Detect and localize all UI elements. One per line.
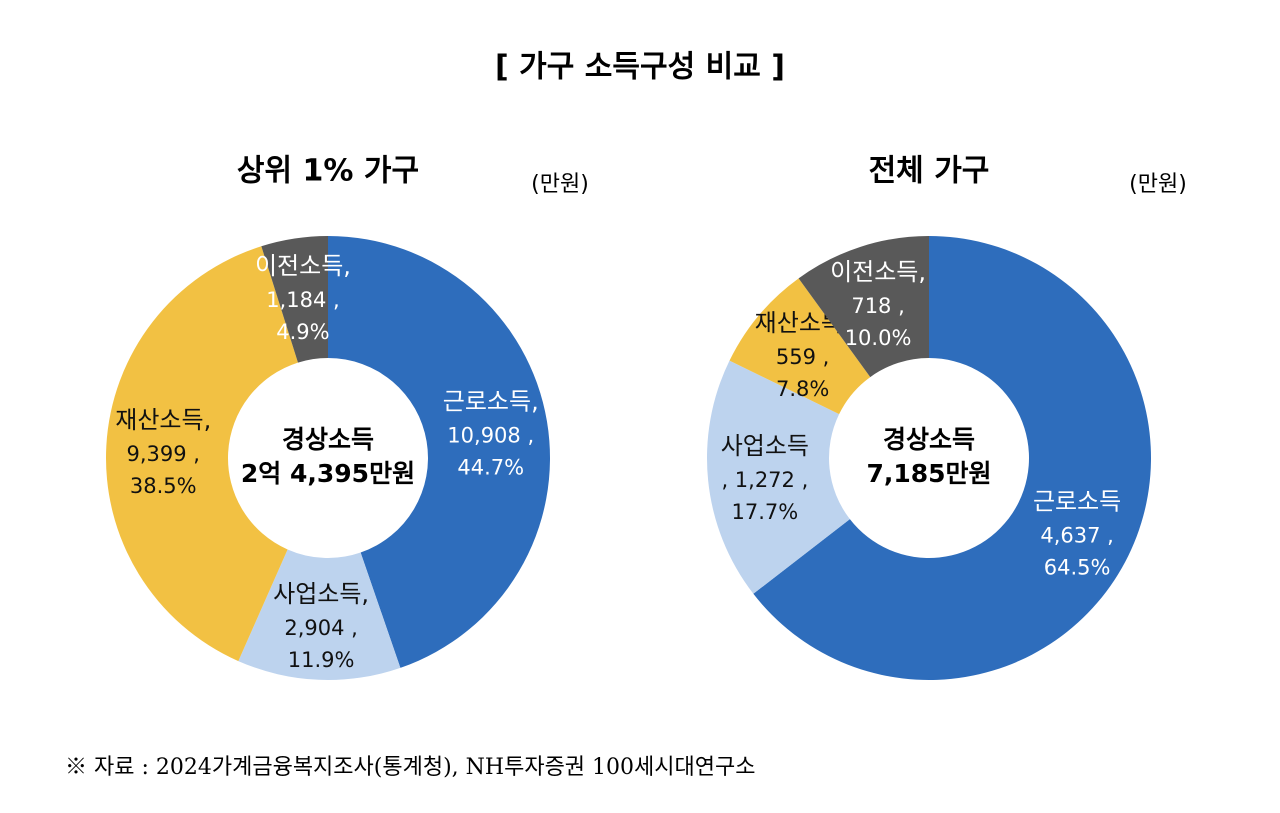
slice-value: 559 , (776, 345, 829, 369)
chart-title: 상위 1% 가구 (237, 154, 419, 189)
donut-slice (753, 236, 1151, 680)
slice-value: 9,399 , (127, 442, 200, 466)
center-label: 경상소득 (282, 425, 374, 454)
slice-value: , 1,272 , (721, 468, 808, 492)
slice-percent: 11.9% (288, 648, 355, 672)
slice-category: 이전소득, (255, 252, 351, 280)
donut-slice (106, 246, 298, 662)
donut-slice (238, 549, 401, 681)
slice-percent: 64.5% (1044, 556, 1111, 580)
donut-slice (729, 278, 871, 415)
page-title: [ 가구 소득구성 비교 ] (495, 50, 785, 85)
center-label: 7,185만원 (866, 459, 991, 488)
slice-category: 사업소득, (273, 580, 369, 608)
slice-value: 2,904 , (284, 616, 357, 640)
slice-percent: 44.7% (457, 456, 524, 480)
slice-value: 10,908 , (447, 424, 534, 448)
slice-category: 재산소득, (115, 406, 211, 434)
unit-label: (만원) (531, 172, 589, 197)
slice-category: 근로소득, (443, 388, 539, 416)
slice-value: 4,637 , (1040, 524, 1113, 548)
slice-value: 1,184 , (266, 288, 339, 312)
center-label: 2억 4,395만원 (241, 459, 415, 488)
donut-slice (328, 236, 550, 668)
donut-slice (261, 236, 328, 363)
slice-percent: 10.0% (845, 326, 912, 350)
donut-slice (707, 360, 850, 594)
source-note: ※ 자료 : 2024가계금융복지조사(통계청), NH투자증권 100세시대연… (65, 755, 755, 780)
unit-label: (만원) (1129, 172, 1187, 197)
slice-category: 사업소득 (721, 432, 809, 460)
donut-slice (798, 236, 929, 378)
chart-title: 전체 가구 (869, 154, 990, 189)
slice-category: 이전소득, (830, 258, 926, 286)
slice-percent: 17.7% (731, 500, 798, 524)
slice-percent: 4.9% (276, 320, 329, 344)
slice-percent: 7.8% (776, 377, 829, 401)
slice-category: 근로소득 (1033, 488, 1121, 516)
center-label: 경상소득 (883, 425, 975, 454)
slice-value: 718 , (851, 294, 904, 318)
slice-percent: 38.5% (130, 474, 197, 498)
